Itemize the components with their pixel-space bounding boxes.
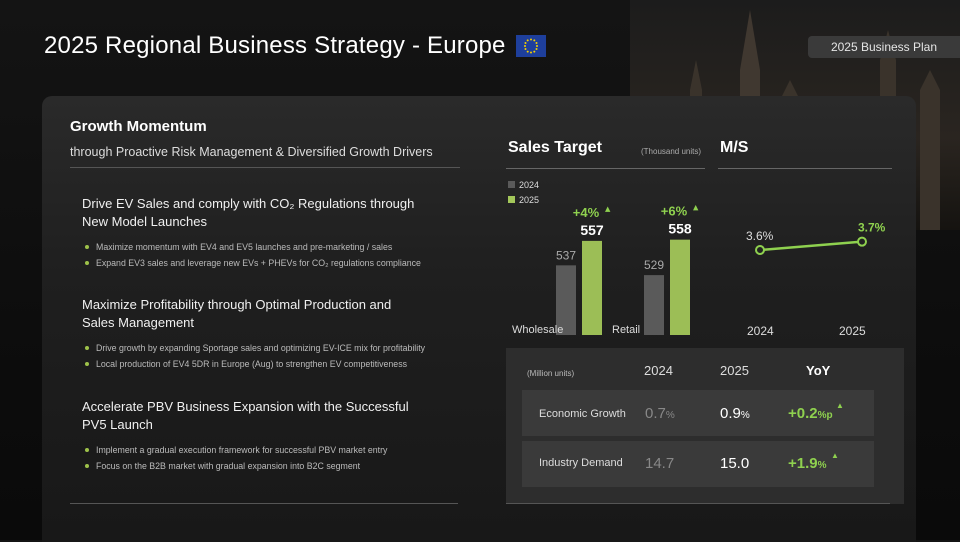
strategy-title: Drive EV Sales and comply with CO₂ Regul… [82,196,415,229]
eu-flag-icon [515,35,546,57]
business-plan-badge: 2025 Business Plan [808,36,960,58]
row-value-2024: 14.7 [645,455,675,472]
bar-retail-2025 [670,239,690,335]
ms-value-label: 3.7% [858,221,886,235]
strategy-title: Accelerate PBV Business Expansion with t… [82,399,409,432]
category-label: Retail [612,324,640,336]
table-header-2025: 2025 [720,363,749,378]
table-units: (Million units) [527,369,575,378]
ms-point [755,245,765,255]
row-value-yoy: +1.9% [788,455,827,472]
bar-value-label: 529 [644,258,664,272]
ms-x-label: 2024 [747,324,774,338]
legend-swatch [508,181,515,188]
category-label: Wholesale [512,324,563,336]
strategy-bullet: Focus on the B2B market with gradual exp… [82,458,460,474]
row-label: Economic Growth [539,408,626,420]
up-arrow-icon: ▲ [831,451,839,460]
up-arrow-icon: ▲ [693,204,699,212]
strategy-block-profitability: Maximize Profitability through Optimal P… [82,296,460,372]
ms-point [857,236,867,247]
growth-momentum-subtitle: through Proactive Risk Management & Dive… [70,145,460,168]
legend-swatch [508,196,515,203]
page-title-text: 2025 Regional Business Strategy - Europe [44,32,506,59]
up-arrow-icon: ▲ [605,205,611,213]
row-value-2025: 15.0 [720,455,750,472]
bar-value-label: 557 [580,222,604,238]
divider [70,503,458,504]
sales-target-and-ms-chart: 2024 2025 537 557 +4% ▲ Wholesale 529 558 +6% ▲ Ret… [508,180,886,338]
strategy-bullet: Expand EV3 sales and leverage new EVs + … [82,255,460,271]
ms-title: M/S [720,139,749,156]
row-value-2025: 0.9% [720,405,750,422]
bar-retail-2024 [644,275,664,335]
bar-value-label: 558 [668,221,692,237]
bar-value-label: 537 [556,248,576,262]
table-row [522,390,874,436]
table-header-2024: 2024 [644,363,673,378]
ms-value-label: 3.6% [746,229,774,243]
strategy-bullet: Maximize momentum with EV4 and EV5 launc… [82,239,460,255]
strategy-block-ev: Drive EV Sales and comply with CO₂ Regul… [82,195,460,271]
growth-momentum-section: Growth Momentum through Proactive Risk M… [70,118,460,168]
growth-label: +4% [573,205,600,220]
sales-target-title: Sales Target [508,139,602,156]
strategy-title: Maximize Profitability through Optimal P… [82,297,392,330]
table-row [522,441,874,487]
row-value-yoy: +0.2%p [788,405,833,422]
strategy-bullet: Implement a gradual execution framework … [82,442,460,458]
table-header-yoy: YoY [806,363,831,378]
strategy-bullet: Local production of EV4 5DR in Europe (A… [82,356,460,372]
legend-label: 2025 [519,195,539,205]
divider [506,503,890,504]
ms-x-label: 2025 [839,324,866,338]
row-value-2024: 0.7% [645,405,675,422]
up-arrow-icon: ▲ [836,401,844,410]
bar-wholesale-2024 [556,265,576,335]
divider [718,168,892,169]
bar-wholesale-2025 [582,240,602,335]
row-label: Industry Demand [539,457,623,469]
legend-label: 2024 [519,180,539,190]
strategy-block-pbv: Accelerate PBV Business Expansion with t… [82,398,460,474]
strategy-bullet: Drive growth by expanding Sportage sales… [82,340,460,356]
growth-label: +6% [661,204,688,219]
growth-momentum-title: Growth Momentum [70,118,207,135]
page-title: 2025 Regional Business Strategy - Europe [44,32,546,60]
sales-target-units: (Thousand units) [641,147,702,156]
divider [506,168,705,169]
ms-line [759,240,863,252]
